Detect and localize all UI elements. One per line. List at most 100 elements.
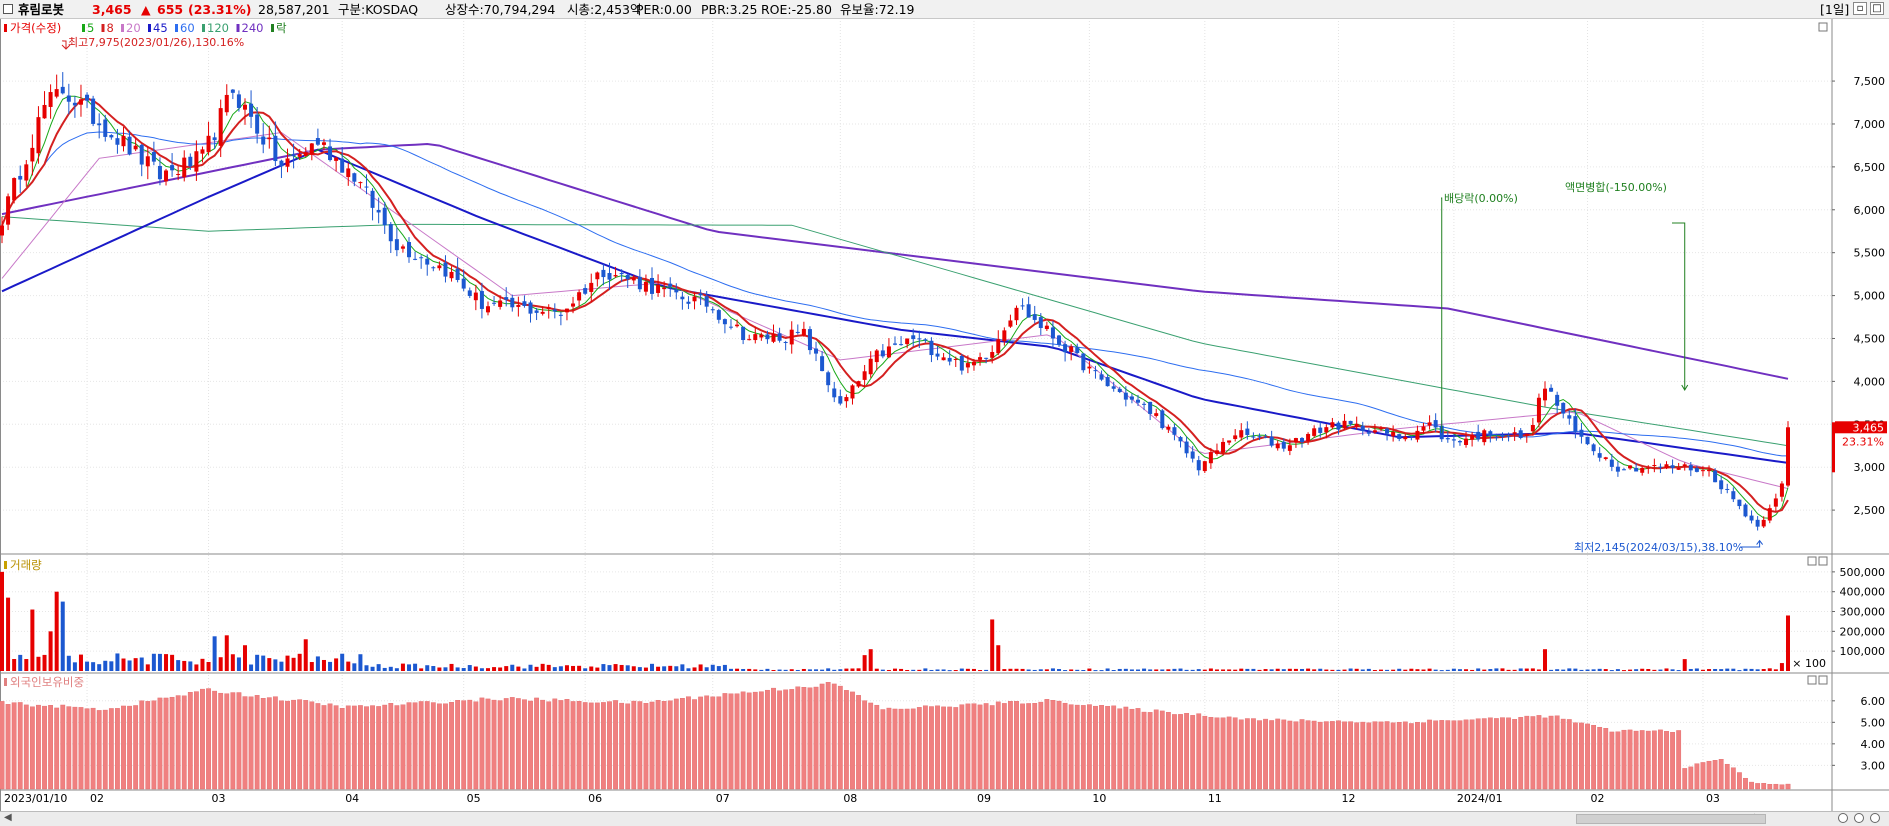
- candle-body: [935, 353, 940, 357]
- candle: [789, 321, 794, 354]
- maximize-button[interactable]: □: [1870, 2, 1884, 15]
- candle: [358, 181, 363, 189]
- foreign-ratio-bar: [443, 703, 448, 790]
- candle: [285, 148, 290, 173]
- foreign-ratio-bar: [291, 699, 296, 790]
- volume-bar: [1767, 668, 1772, 671]
- foreign-ratio-bar: [1481, 718, 1487, 790]
- foreign-ratio-bar: [1153, 709, 1159, 790]
- stock-name[interactable]: 휴림로봇: [18, 2, 65, 17]
- candle-body: [1208, 452, 1213, 464]
- volume-bar: [1536, 669, 1541, 671]
- volume-bar: [394, 668, 399, 671]
- foreign-panel-close-button[interactable]: [1818, 675, 1828, 685]
- scroll-left-icon[interactable]: ◀: [4, 812, 12, 823]
- high-annotation: 최고7,975(2023/01/26),130.16%: [61, 36, 244, 50]
- foreign-ratio-bar: [48, 705, 53, 790]
- volume-bar: [1658, 669, 1663, 671]
- candle-body: [1239, 430, 1244, 438]
- period-selector[interactable]: [1일]: [1820, 2, 1850, 17]
- zoom-reset-icon[interactable]: [1854, 813, 1864, 823]
- volume-bar: [631, 666, 636, 671]
- foreign-ratio-bar: [783, 689, 789, 790]
- candle-body: [1536, 397, 1541, 423]
- candle-body: [1640, 467, 1645, 473]
- foreign-ratio-bar: [1184, 713, 1189, 790]
- foreign-ratio-bar: [1141, 711, 1147, 790]
- candle-body: [947, 357, 952, 362]
- candle: [1530, 418, 1535, 436]
- foreign-ratio-bar: [1445, 720, 1451, 790]
- chart-area[interactable]: 2,5003,0003,5004,0004,5005,0005,5006,000…: [0, 19, 1889, 811]
- candle-body: [820, 356, 825, 372]
- candle-body: [321, 142, 326, 145]
- volume-bar: [783, 669, 788, 671]
- foreign-ratio-bar: [1281, 719, 1287, 790]
- candle: [1360, 421, 1365, 436]
- candle: [170, 153, 175, 177]
- restore-button[interactable]: ▫: [1853, 2, 1867, 15]
- candle-body: [115, 138, 120, 145]
- candle: [1640, 466, 1645, 476]
- scroll-thumb[interactable]: [1576, 814, 1766, 824]
- volume-bar: [552, 667, 557, 671]
- candle: [1621, 467, 1626, 471]
- panel-buttons[interactable]: [1807, 22, 1828, 685]
- candle-body: [1093, 370, 1098, 372]
- candle: [1731, 487, 1736, 503]
- volume-bar: [1378, 669, 1383, 671]
- candle-body: [650, 277, 655, 294]
- zoom-in-icon[interactable]: [1870, 813, 1880, 823]
- volume-bar: [765, 668, 770, 671]
- foreign-ratio-bar: [1402, 721, 1408, 790]
- foreign-ratio-bar: [1378, 721, 1384, 790]
- candle-body: [1518, 430, 1523, 439]
- candle-body: [1306, 433, 1311, 442]
- candle: [704, 291, 709, 313]
- candle: [1779, 481, 1784, 502]
- candle: [321, 138, 326, 151]
- candle-body: [364, 186, 369, 188]
- volume-panel-min-button[interactable]: [1807, 556, 1817, 566]
- candle-body: [564, 308, 569, 313]
- price-legend-label: 가격(수정): [10, 21, 61, 35]
- candle-body: [1658, 466, 1663, 468]
- volume-bar: [66, 655, 71, 671]
- volume-bar: [1682, 659, 1687, 671]
- volume-bar: [413, 663, 418, 671]
- candle-body: [941, 357, 946, 361]
- candle-body: [200, 149, 205, 154]
- candle: [607, 262, 612, 291]
- candle: [1020, 298, 1025, 310]
- horizontal-scrollbar[interactable]: ◀ ▶: [0, 811, 1889, 826]
- candle: [1476, 424, 1481, 442]
- candle: [6, 193, 11, 231]
- volume-bar: [60, 601, 65, 671]
- volume-bar: [1609, 670, 1614, 672]
- candle-body: [510, 297, 515, 308]
- foreign-ratio-bar: [594, 702, 600, 790]
- candle-body: [1628, 465, 1633, 469]
- zoom-out-icon[interactable]: [1838, 813, 1848, 823]
- candle-body: [741, 326, 746, 341]
- price-panel-close-button[interactable]: [1818, 22, 1828, 32]
- candle: [1214, 443, 1219, 456]
- candle-body: [637, 276, 642, 290]
- foreign-panel-min-button[interactable]: [1807, 675, 1817, 685]
- volume-bar: [449, 663, 454, 671]
- volume-bar: [789, 669, 794, 671]
- candle-body: [267, 137, 272, 140]
- candle-body: [242, 104, 247, 110]
- foreign-ratio-bar: [406, 702, 412, 790]
- volume-bar: [1178, 668, 1183, 671]
- volume-bar: [97, 664, 102, 671]
- foreign-ratio-bar: [1214, 717, 1220, 790]
- foreign-ratio-bar: [102, 709, 108, 790]
- candle-body: [1117, 388, 1122, 393]
- select-checkbox[interactable]: [3, 4, 13, 14]
- volume-panel-close-button[interactable]: [1818, 556, 1828, 566]
- ma-legend-marker: [148, 24, 151, 32]
- foreign-ratio-bar: [1730, 767, 1736, 790]
- volume-bar: [874, 668, 879, 671]
- candle: [917, 330, 922, 349]
